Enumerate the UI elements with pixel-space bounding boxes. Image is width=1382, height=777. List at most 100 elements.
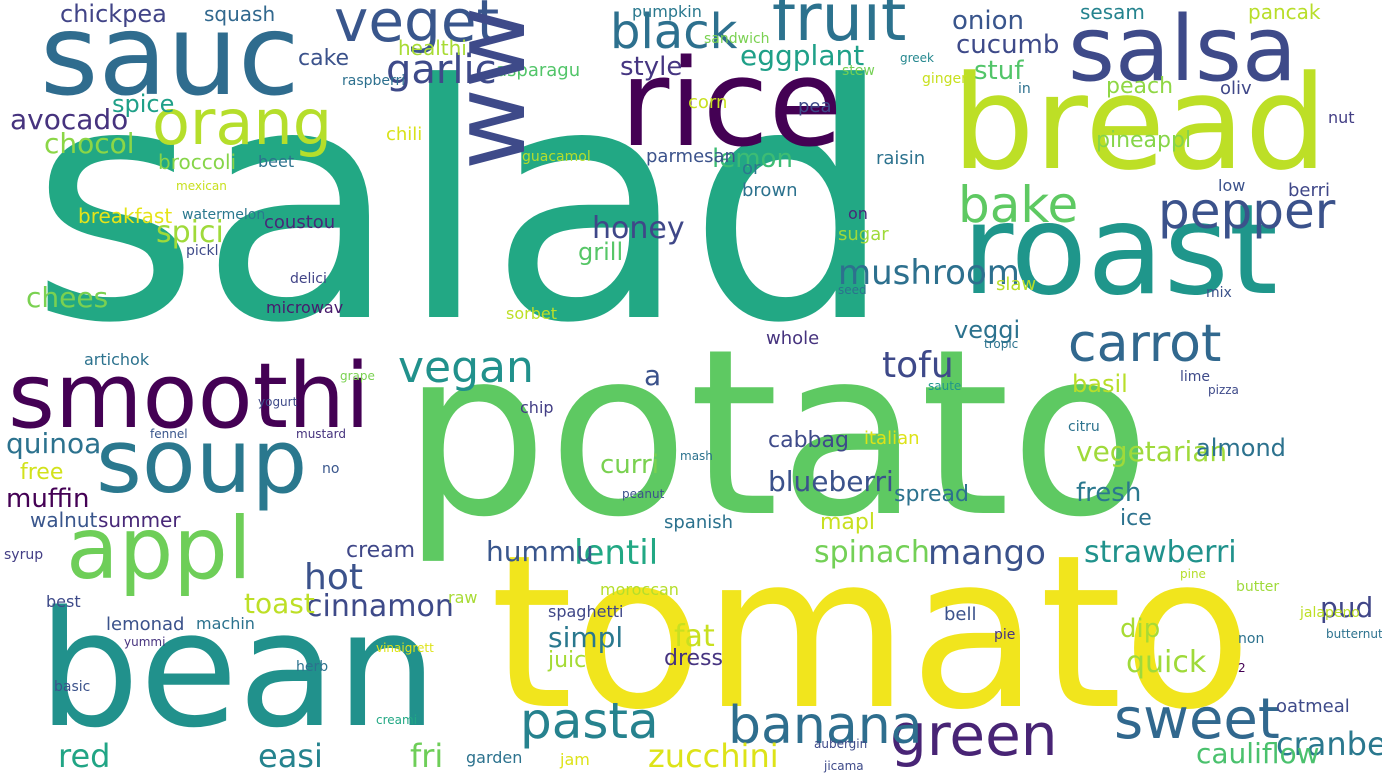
word-brown: peach (1106, 74, 1174, 99)
word-oven: raw (448, 588, 478, 607)
word-sesam: veggi (954, 316, 1021, 344)
word-curri: chees (26, 281, 109, 314)
word-garlic: carrot (1068, 314, 1222, 374)
word-mexican: pancak (1248, 0, 1321, 24)
word-de: mapl (820, 510, 875, 535)
word-machin: lime (1180, 369, 1211, 385)
word-or: pineappl (1096, 128, 1192, 153)
word-juic: cabbag (768, 428, 849, 453)
word-coustou: low (1218, 176, 1246, 195)
word-no: on (848, 204, 868, 223)
word-peach: hummu (486, 535, 594, 568)
word-chocol: cucumb (956, 30, 1060, 60)
word-squash: eggplant (740, 39, 865, 72)
word-hummu: muffin (6, 484, 90, 514)
word-oliv: almond (1196, 434, 1286, 462)
word-creami: italian (864, 428, 920, 449)
word-basic: fennel (150, 427, 188, 441)
word-broccoli: chickpea (60, 0, 167, 28)
word-appl: appl (66, 499, 252, 599)
word-in: fat (674, 619, 715, 654)
word-healthi: lemon (712, 144, 793, 174)
word-summer: broccoli (158, 150, 237, 174)
word-grape: raspberri (342, 73, 406, 89)
word-bake: banana (728, 696, 923, 756)
word-herb: chip (520, 398, 554, 417)
word-tomato: tomato (490, 509, 1253, 756)
word-grill: chocol (44, 127, 135, 160)
word-spinach: tofu (882, 345, 954, 386)
word-green: veget (334, 0, 500, 55)
word-whole: corn (688, 92, 728, 113)
word-syrup: delici (290, 271, 327, 287)
word-breakfast: squash (204, 2, 276, 26)
word-white: garden (466, 748, 523, 767)
word-salad: salad (30, 15, 895, 394)
word-homemad: machin (196, 614, 255, 633)
word-wheat: bell (944, 604, 977, 625)
word-walnut: breakfast (78, 204, 173, 228)
word-tea: vinaigrett (376, 641, 434, 655)
word-eggplant: strawberri (1084, 535, 1237, 570)
word-lemonad: saute (928, 379, 962, 393)
word-lentil: easi (258, 737, 323, 775)
word-mint: lemonad (106, 614, 185, 635)
word-salsa: salsa (1068, 0, 1298, 102)
word-mash: brown (742, 180, 798, 201)
word-chip: guacamol (522, 149, 591, 165)
word-sauc: sauc (40, 0, 300, 121)
word-stew: dress (664, 646, 723, 671)
word-on: nut (1328, 108, 1355, 127)
word-chutney: spaghetti (548, 602, 624, 621)
word-aubergin: citru (1068, 419, 1100, 435)
word-free: healthi (398, 36, 467, 60)
word-pesto: jicama (824, 759, 864, 773)
word-punch: 2 (1238, 661, 1246, 675)
word-raw: microwav (266, 298, 344, 317)
word-hot: fri (410, 737, 444, 775)
word-quinoa: cake (298, 46, 350, 71)
word-french: spanish (664, 512, 734, 533)
word-smoothi: smoothi (8, 344, 371, 449)
word-slaw: pea (798, 96, 832, 117)
word-recip: herb (296, 659, 329, 675)
word-spanish: pickl (186, 243, 219, 259)
word-relish: syrup (4, 547, 44, 563)
word-pea: pud (1320, 591, 1374, 624)
word-spice: stuf (974, 56, 1024, 86)
word-carrot: bake (958, 176, 1079, 234)
word-butternut: artichok (84, 350, 150, 369)
word-jalapeno: tropic (984, 337, 1019, 351)
word-dip: vegetarian (1076, 435, 1228, 468)
word-easi: garlic (386, 47, 497, 93)
word-a: spice (112, 90, 175, 118)
word-fat: curri (600, 450, 659, 480)
word-veggi: quinoa (6, 427, 102, 460)
word-low: cream (346, 538, 416, 563)
word-jicama: peanut (622, 487, 665, 501)
word-oatmeal: basil (1072, 370, 1128, 398)
word-tofu: zucchini (648, 737, 779, 775)
word-chees: avocado (10, 103, 129, 136)
word-casserol: yummi (124, 635, 166, 649)
word-red: black (610, 4, 738, 60)
word-cucumb: honey (592, 211, 685, 246)
word-food: pine (1180, 567, 1206, 581)
word-bread: bread (952, 47, 1328, 199)
word-greek: dip (1120, 614, 1161, 644)
word-cranberri: red (58, 737, 111, 775)
word-pud: ice (1120, 506, 1152, 531)
word-pizza: parmesan (646, 146, 736, 167)
word-mango: cranberri (1276, 725, 1382, 763)
word-spread: coustou (264, 212, 336, 233)
word-coleslaw: aubergin (814, 737, 868, 751)
word-cinnamon: summer (98, 508, 181, 532)
word-seed: stew (842, 63, 875, 79)
word-pasta: sweet (1114, 687, 1280, 752)
word-spici: mango (928, 533, 1046, 573)
word-basil: a (644, 359, 662, 392)
word-dress: blueberri (768, 465, 894, 498)
word-best: yogurt (258, 395, 298, 409)
word-moroccan: seed (838, 283, 867, 297)
word-bell: whole (766, 328, 820, 349)
